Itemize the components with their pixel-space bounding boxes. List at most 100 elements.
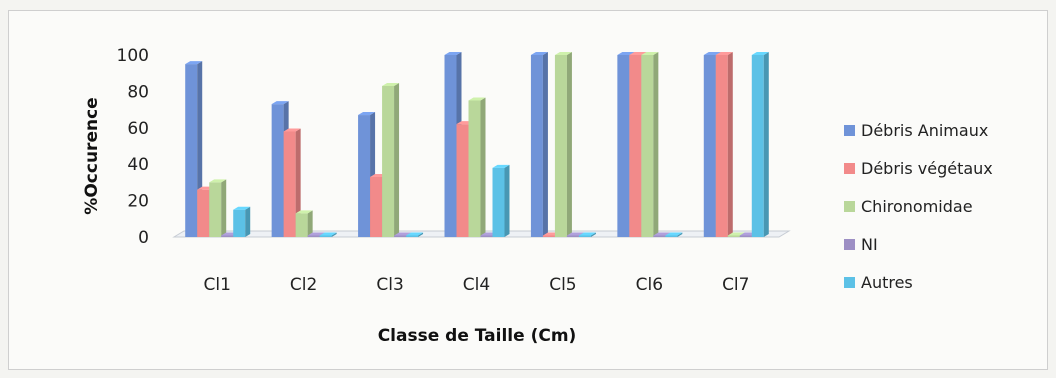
bar-top — [665, 232, 683, 236]
x-tick-label: Cl6 — [636, 275, 663, 295]
bar-top — [382, 82, 400, 86]
legend-swatch — [844, 201, 855, 212]
bar-front — [727, 235, 740, 237]
bar-front — [358, 115, 371, 237]
bar-top — [727, 232, 745, 236]
bar-chart: 0 20 40 60 80 100 Cl1 Cl2 Cl3 Cl4 Cl5 Cl6 Cl7 %Occu… — [82, 46, 993, 346]
bar-front — [185, 64, 198, 237]
bar-top — [233, 206, 251, 210]
bar-top — [554, 52, 572, 55]
bar-front — [295, 213, 308, 237]
legend-label: Chironomidae — [861, 197, 973, 216]
bar-front — [641, 55, 654, 237]
bar-side — [677, 232, 683, 237]
bar-side — [504, 164, 510, 237]
bar-top — [406, 232, 424, 236]
bars-layer — [185, 52, 769, 237]
bar-cl3-2 — [382, 82, 400, 237]
bar-side — [653, 52, 659, 237]
bar-front — [653, 235, 666, 237]
bar-front — [370, 176, 383, 237]
bar-front — [221, 235, 234, 237]
legend-item: NI — [844, 235, 878, 254]
bar-front — [751, 55, 764, 237]
bar-cl1-4 — [233, 206, 251, 237]
bar-front — [382, 85, 395, 237]
bar-top — [394, 232, 412, 236]
bar-side — [763, 52, 769, 237]
legend-item: Chironomidae — [844, 197, 973, 216]
x-tick-label: Cl2 — [290, 275, 317, 295]
bar-top — [641, 52, 659, 55]
bar-front — [665, 235, 678, 237]
bar-top — [653, 232, 671, 236]
x-tick-label: Cl7 — [722, 275, 749, 295]
bar-cl6-2 — [641, 52, 659, 237]
bar-top — [703, 52, 721, 55]
bar-side — [727, 52, 733, 237]
bar-side — [221, 179, 227, 237]
y-tick-label: 80 — [127, 82, 149, 102]
bar-cl4-2 — [468, 97, 486, 237]
chart-frame: 0 20 40 60 80 100 Cl1 Cl2 Cl3 Cl4 Cl5 Cl6 Cl7 %Occu… — [8, 10, 1048, 370]
bar-front — [530, 55, 543, 237]
x-tick-label: Cl3 — [376, 275, 403, 295]
bar-top — [319, 232, 337, 236]
bar-top — [209, 179, 227, 183]
bar-top — [530, 52, 548, 55]
bar-top — [715, 52, 733, 55]
bar-cl2-2 — [295, 210, 313, 237]
bar-front — [578, 235, 591, 237]
x-axis-title: Classe de Taille (Cm) — [378, 326, 577, 346]
bar-front — [468, 100, 481, 237]
bar-cl5-4 — [578, 232, 596, 237]
legend-label: Débris Animaux — [861, 121, 988, 140]
x-axis-ticks: Cl1 Cl2 Cl3 Cl4 Cl5 Cl6 Cl7 — [204, 275, 750, 295]
bar-cl2-4 — [319, 232, 337, 237]
bar-top — [358, 112, 376, 116]
bar-cl1-2 — [209, 179, 227, 237]
y-tick-label: 60 — [127, 119, 149, 139]
bar-side — [418, 232, 424, 237]
bar-front — [406, 235, 419, 237]
bar-top — [578, 232, 596, 236]
bar-front — [703, 55, 716, 237]
y-tick-label: 20 — [127, 192, 149, 212]
x-tick-label: Cl4 — [463, 275, 490, 295]
bar-side — [394, 82, 400, 237]
legend-item: Débris végétaux — [844, 159, 993, 178]
y-tick-label: 0 — [138, 228, 149, 248]
bar-cl3-4 — [406, 232, 424, 237]
bar-front — [456, 124, 469, 237]
legend-swatch — [844, 163, 855, 174]
bar-front — [554, 55, 567, 237]
x-tick-label: Cl5 — [549, 275, 576, 295]
y-tick-label: 40 — [127, 155, 149, 175]
bar-side — [245, 206, 251, 237]
y-tick-label: 100 — [117, 46, 149, 66]
y-axis-ticks: 0 20 40 60 80 100 — [117, 46, 149, 248]
bar-front — [617, 55, 630, 237]
bar-side — [590, 232, 596, 237]
bar-cl5-0 — [530, 52, 548, 237]
bar-side — [542, 52, 548, 237]
bar-side — [480, 97, 486, 237]
bar-front — [542, 235, 555, 237]
bar-top — [751, 52, 769, 55]
bar-cl7-1 — [715, 52, 733, 237]
bar-top — [283, 128, 301, 132]
legend-swatch — [844, 125, 855, 136]
legend-swatch — [844, 277, 855, 288]
bar-top — [468, 97, 486, 101]
legend-swatch — [844, 239, 855, 250]
legend-item: Débris Animaux — [844, 121, 988, 140]
bar-front — [715, 55, 728, 237]
bar-front — [307, 235, 320, 237]
legend-label: Autres — [861, 273, 913, 292]
bar-front — [394, 235, 407, 237]
bar-top — [566, 232, 584, 236]
bar-top — [629, 52, 647, 55]
bar-cl7-4 — [751, 52, 769, 237]
legend-label: Débris végétaux — [861, 159, 993, 178]
bar-front — [197, 189, 210, 237]
